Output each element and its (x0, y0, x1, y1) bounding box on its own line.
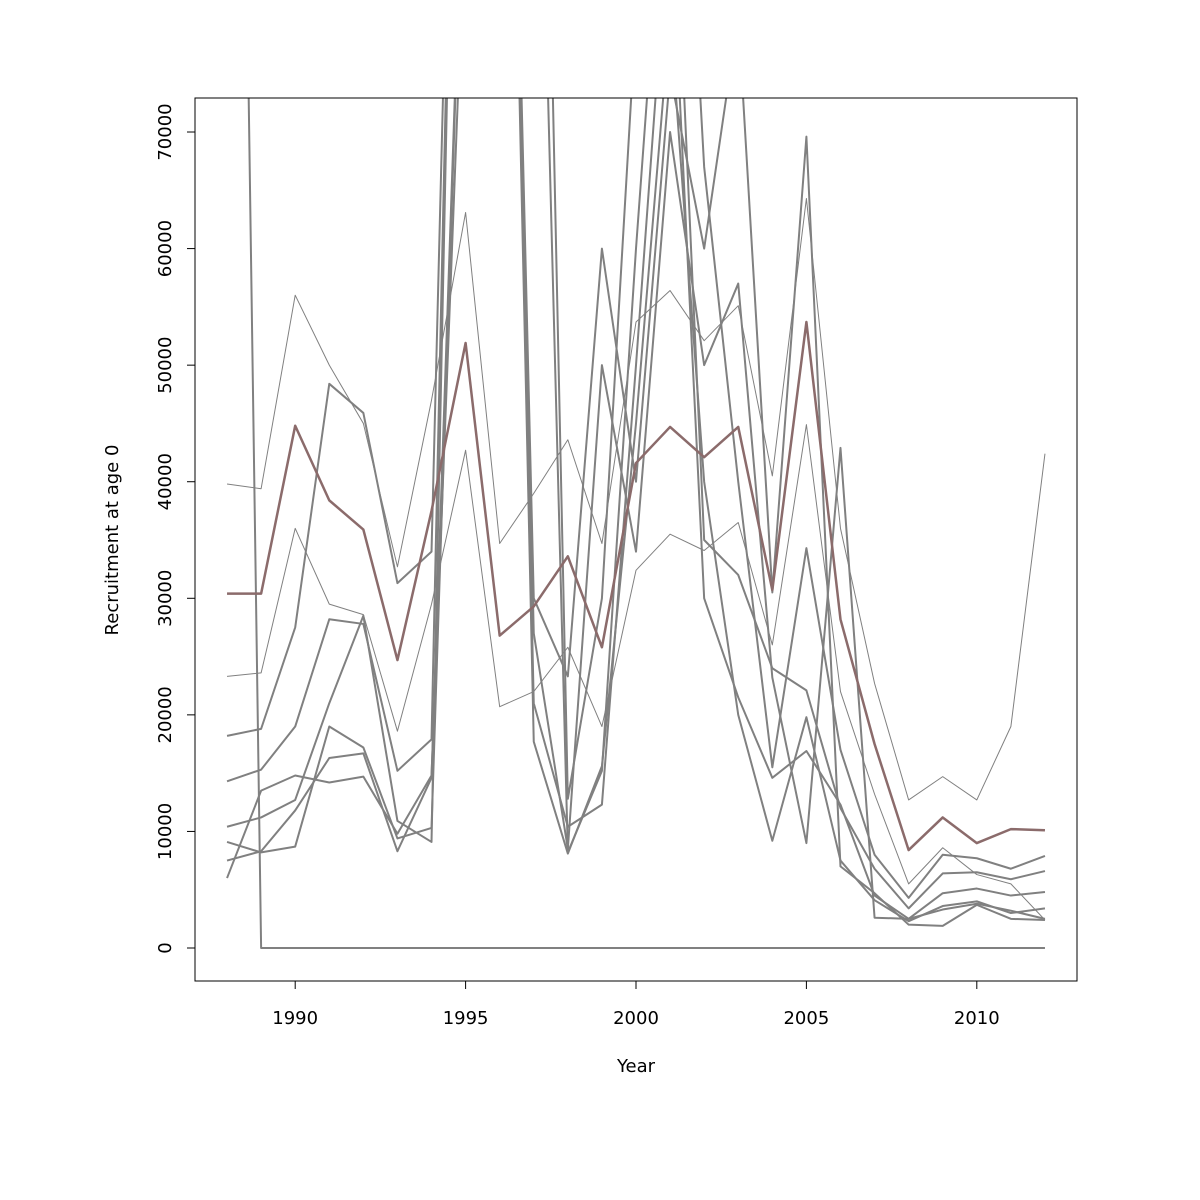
series-line (226, 98, 1046, 899)
y-tick-label: 40000 (155, 453, 176, 510)
y-tick-label: 20000 (155, 686, 176, 743)
series-line (247, 98, 1045, 949)
y-tick-label: 60000 (155, 220, 176, 277)
series-line (226, 197, 1046, 801)
series-line (226, 98, 1046, 920)
series-line (226, 98, 1045, 927)
y-tick-label: 30000 (155, 570, 176, 627)
series-line (226, 98, 1046, 910)
x-tick-label: 2005 (783, 1008, 829, 1029)
y-tick-label: 70000 (155, 103, 176, 160)
x-tick-label: 2000 (613, 1008, 659, 1029)
y-axis-label: Recruitment at age 0 (102, 445, 123, 636)
x-tick-label: 1990 (272, 1008, 318, 1029)
series-line (226, 98, 1046, 920)
series-line (226, 424, 1046, 921)
plot-area (226, 98, 1046, 949)
series-line (226, 98, 1046, 923)
x-tick-label: 2010 (954, 1008, 1000, 1029)
x-axis-label: Year (616, 1056, 656, 1077)
y-tick-label: 10000 (155, 803, 176, 860)
y-tick-label: 0 (155, 942, 176, 953)
x-tick-label: 1995 (443, 1008, 489, 1029)
series-line (227, 320, 1046, 852)
y-tick-label: 50000 (155, 337, 176, 394)
